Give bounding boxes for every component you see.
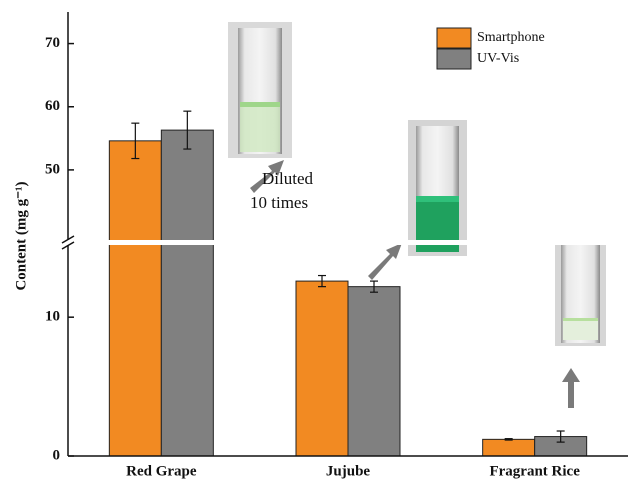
y-tick-label: 0 <box>53 447 61 463</box>
cuvette-image <box>228 22 292 158</box>
cuvette-image <box>555 240 606 346</box>
bar <box>161 130 213 456</box>
annotation: 10 times <box>250 193 308 212</box>
y-tick-label: 50 <box>45 161 60 177</box>
bar <box>483 439 535 456</box>
chart: Diluted 10 times Content (mg g⁻¹) 0 10 50 6… <box>0 0 632 480</box>
y-tick-label: 70 <box>45 35 60 51</box>
legend-swatch <box>437 49 471 69</box>
legend-entry: UV-Vis <box>437 49 519 69</box>
y-tick-label: 10 <box>45 309 60 325</box>
axis-break <box>56 240 628 245</box>
bar <box>296 281 348 456</box>
legend-label: Smartphone <box>477 30 545 45</box>
x-tick-label: Jujube <box>326 463 371 479</box>
legend-entry: Smartphone <box>437 28 545 48</box>
cuvette-image <box>408 120 467 256</box>
legend-swatch <box>437 28 471 48</box>
annotation: Diluted <box>262 169 313 188</box>
y-tick-label: 60 <box>45 98 60 114</box>
x-tick-label: Fragrant Rice <box>489 463 580 479</box>
bar <box>348 287 400 456</box>
x-tick-label: Red Grape <box>126 463 197 479</box>
bar <box>109 141 161 456</box>
legend-label: UV-Vis <box>477 51 519 66</box>
y-axis-label: Content (mg g⁻¹) <box>13 181 29 290</box>
